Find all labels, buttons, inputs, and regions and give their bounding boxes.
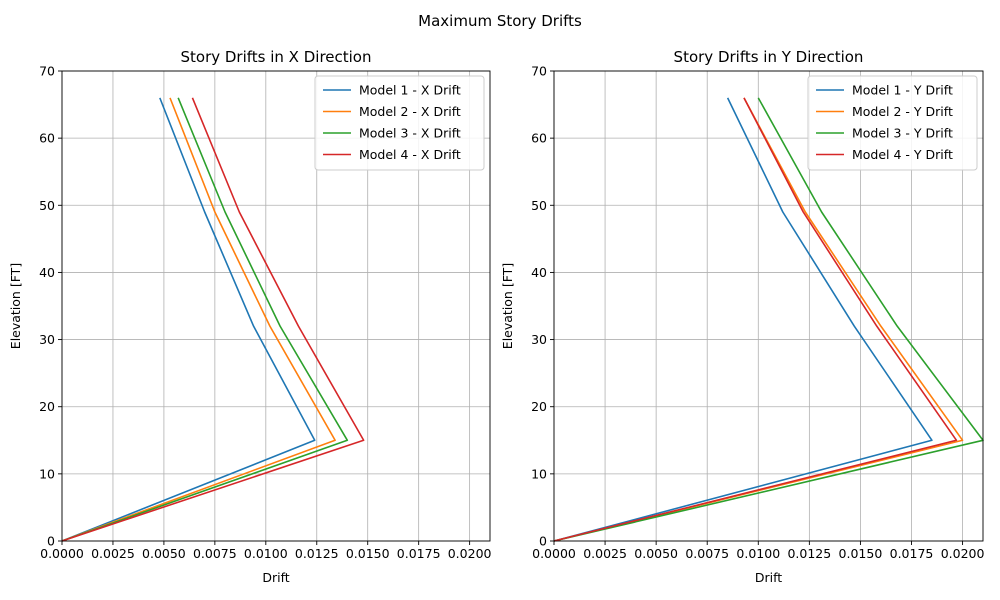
y-tick-label: 0: [47, 534, 55, 549]
x-tick-label: 0.0125: [787, 546, 831, 561]
y-tick-label: 70: [39, 64, 55, 79]
x-axis-label: Drift: [262, 570, 289, 585]
series-line-model-4: [61, 97, 365, 542]
legend-label-model-3: Model 3 - X Drift: [359, 126, 461, 141]
legend-label-model-3: Model 3 - Y Drift: [852, 126, 953, 141]
legend-label-model-2: Model 2 - X Drift: [359, 104, 461, 119]
y-axis-label: Elevation [FT]: [500, 263, 515, 349]
x-tick-label: 0.0100: [244, 546, 288, 561]
chart-title: Story Drifts in Y Direction: [674, 48, 864, 66]
y-tick-label: 40: [39, 265, 55, 280]
series-line-model-1: [553, 97, 933, 542]
x-tick-label: 0.0150: [839, 546, 883, 561]
x-tick-label: 0.0075: [685, 546, 729, 561]
legend-label-model-1: Model 1 - X Drift: [359, 83, 461, 98]
x-axis-label: Drift: [755, 570, 782, 585]
y-tick-label: 40: [531, 265, 547, 280]
legend-label-model-2: Model 2 - Y Drift: [852, 104, 953, 119]
series-line-model-3: [61, 97, 349, 542]
y-tick-label: 60: [531, 131, 547, 146]
axes-frame: [553, 70, 984, 542]
y-tick-label: 50: [39, 198, 55, 213]
figure-suptitle: Maximum Story Drifts: [418, 12, 582, 30]
legend-box: [314, 75, 485, 171]
x-tick-label: 0.0200: [941, 546, 985, 561]
x-tick-label: 0.0075: [193, 546, 237, 561]
series-line-model-1: [61, 97, 316, 542]
y-tick-label: 20: [531, 399, 547, 414]
axes-frame: [61, 70, 491, 542]
y-tick-label: 50: [531, 198, 547, 213]
legend-box: [807, 75, 978, 171]
x-tick-label: 0.0175: [890, 546, 934, 561]
y-tick-label: 70: [531, 64, 547, 79]
series-line-model-3: [553, 97, 984, 542]
x-tick-label: 0.0025: [583, 546, 627, 561]
y-tick-label: 20: [39, 399, 55, 414]
y-tick-label: 10: [531, 466, 547, 481]
y-axis-label: Elevation [FT]: [8, 263, 23, 349]
legend-label-model-4: Model 4 - X Drift: [359, 147, 461, 162]
chart-x-direction: 0.0000 0.0025 0.0050 0.0075 0.0100 0.0125 0.01…: [8, 48, 492, 585]
x-tick-label: 0.0175: [397, 546, 441, 561]
x-tick-label: 0.0000: [532, 546, 576, 561]
x-tick-label: 0.0050: [634, 546, 678, 561]
y-tick-label: 30: [531, 332, 547, 347]
x-tick-label: 0.0025: [91, 546, 135, 561]
x-tick-label: 0.0050: [142, 546, 186, 561]
chart-y-direction: 0.0000 0.0025 0.0050 0.0075 0.0100 0.0125 0.01…: [500, 48, 984, 585]
series-line-model-2: [61, 97, 336, 542]
x-tick-label: 0.0125: [295, 546, 339, 561]
legend-label-model-1: Model 1 - Y Drift: [852, 83, 953, 98]
x-tick-label: 0.0000: [40, 546, 84, 561]
x-tick-label: 0.0100: [736, 546, 780, 561]
y-tick-label: 30: [39, 332, 55, 347]
y-tick-label: 60: [39, 131, 55, 146]
x-tick-label: 0.0200: [448, 546, 492, 561]
legend-label-model-4: Model 4 - Y Drift: [852, 147, 953, 162]
chart-title: Story Drifts in X Direction: [180, 48, 371, 66]
y-tick-label: 10: [39, 466, 55, 481]
series-line-model-4: [553, 97, 958, 542]
x-tick-label: 0.0150: [346, 546, 390, 561]
series-line-model-2: [553, 97, 964, 542]
y-tick-label: 0: [539, 534, 547, 549]
